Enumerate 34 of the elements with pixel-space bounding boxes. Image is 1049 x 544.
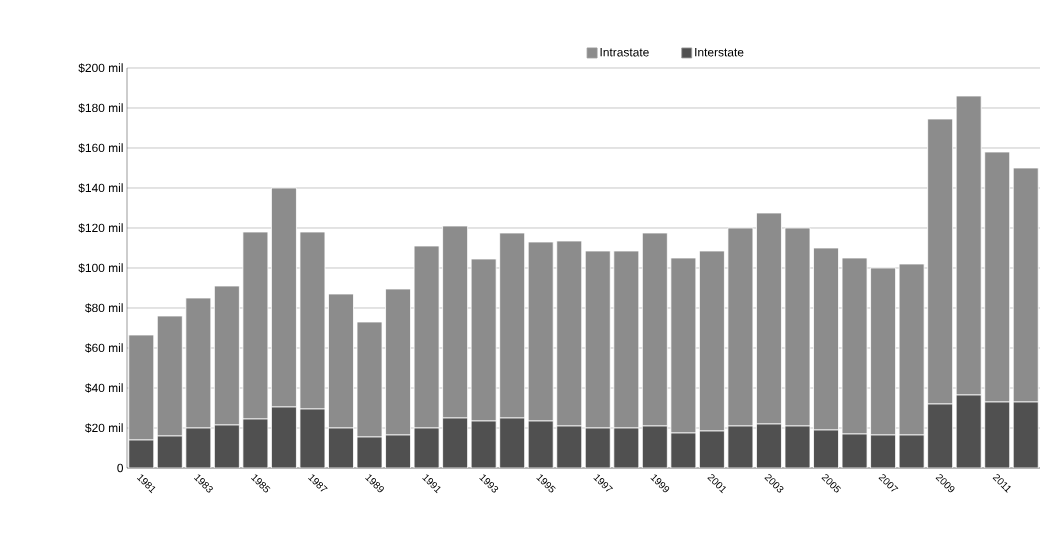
y-tick-label: $60 mil	[85, 343, 123, 353]
bar	[955, 394, 982, 468]
bar	[442, 417, 469, 468]
bar	[870, 434, 896, 468]
y-tick-label: $40 mil	[85, 383, 123, 393]
y-tick-label: 0	[117, 463, 124, 473]
bar	[613, 427, 640, 468]
bar	[328, 427, 354, 468]
bar	[927, 403, 954, 468]
bar	[499, 417, 526, 468]
y-tick-label: $140 mil	[78, 183, 123, 193]
y-tick-label: $160 mil	[78, 143, 123, 153]
bar	[213, 424, 240, 468]
y-tick-label: $20 mil	[85, 423, 123, 433]
bar	[813, 429, 839, 468]
bar	[756, 423, 782, 468]
bar	[156, 435, 183, 468]
y-tick-label: $180 mil	[78, 103, 123, 113]
y-tick-label: $80 mil	[85, 303, 123, 313]
bar	[527, 420, 554, 468]
bar	[584, 427, 611, 468]
bar	[185, 427, 212, 468]
bar	[1012, 401, 1039, 468]
y-tick-label: $200 mil	[78, 63, 123, 73]
bar	[641, 425, 668, 468]
legend-label: Interstate	[695, 48, 744, 57]
y-tick-label: $100 mil	[78, 263, 123, 273]
y-tick-label: $120 mil	[78, 223, 123, 233]
bar	[385, 434, 411, 468]
bar	[271, 406, 297, 468]
bar	[699, 430, 725, 468]
bar	[984, 401, 1011, 468]
bar	[556, 425, 583, 468]
legend-label: Intrastate	[600, 48, 649, 57]
